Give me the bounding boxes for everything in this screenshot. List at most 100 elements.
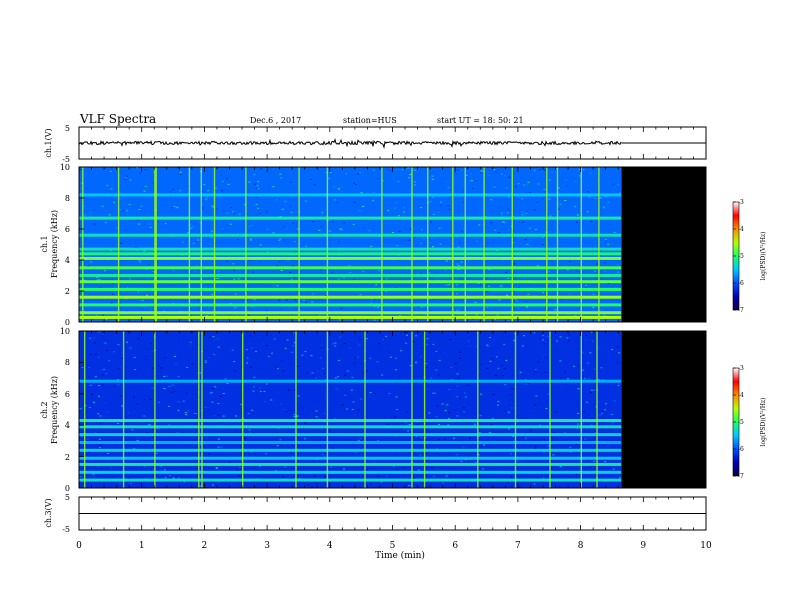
spectrogram-noise [397,181,400,183]
spectrogram-noise [460,341,463,343]
spectrogram-noise [148,424,151,426]
spectrogram-noise [290,452,293,454]
spectrogram-noise [517,241,520,243]
spectrogram-noise [413,181,416,183]
spectrogram-noise [380,443,383,445]
spectrogram-noise [568,334,571,336]
spectrogram-noise [357,440,360,442]
spectrogram-noise [293,342,296,344]
spectrogram-noise [348,265,351,267]
colorbar-ch1: -3 -4 -5 -6 -7 log(PSD)(V²/Hz) [732,199,767,314]
spectrogram-noise [322,367,325,369]
spectrogram-noise [145,475,148,477]
spectrogram-noise [457,246,460,248]
spectrogram-noise [617,362,620,364]
spectrogram-noise [453,335,456,337]
spectrogram-band [79,448,622,452]
spectrogram-noise [405,342,408,344]
spectrogram-noise [232,263,235,265]
spectrogram-noise [542,477,545,479]
spectrogram-noise [226,260,229,262]
spectrogram-noise [463,392,466,394]
start-time-label: start UT = 18: 50: 21 [437,116,524,125]
spectrogram-noise [436,405,439,407]
spectrogram-noise [94,353,97,355]
spectrogram-impulse [84,331,86,488]
panel-ticks [78,126,707,160]
spectrogram-noise [98,279,101,281]
spectrogram-impulse [477,331,479,488]
ytick-label: 0 [65,318,70,327]
spectrogram-noise [488,362,491,364]
ch2-no-data-region [621,331,706,488]
spectrogram-noise [92,222,95,224]
spectrogram-noise [227,183,230,185]
spectrogram-noise [395,357,397,359]
spectrogram-noise [359,363,362,364]
spectrogram-noise [217,403,220,405]
spectrogram-noise [234,293,237,295]
spectrogram-noise [391,223,394,225]
spectrogram-noise [333,279,336,281]
spectrogram-noise [372,169,375,171]
spectrogram-noise [334,269,337,271]
spectrogram-noise [313,184,316,186]
spectrogram-noise [619,477,621,479]
spectrogram-noise [82,283,85,284]
spectrogram-band [79,247,622,251]
spectrogram-noise [107,198,110,200]
spectrogram-noise [145,431,148,433]
spectrogram-noise [593,460,596,462]
spectrogram-noise [152,468,155,470]
spectrogram-noise [226,383,229,384]
spectrogram-impulse [213,167,216,322]
spectrogram-noise [112,476,115,478]
spectrogram-noise [507,229,510,231]
spectrogram-noise [513,339,516,341]
spectrogram-noise [413,184,416,186]
spectrogram-noise [559,203,562,205]
spectrogram-noise [582,261,585,263]
spectrogram-noise [110,302,113,304]
spectrogram-noise [435,416,438,417]
spectrogram-noise [387,351,390,353]
spectrogram-impulse [464,167,466,322]
spectrogram-noise [488,268,491,270]
spectrogram-noise [417,227,420,229]
spectrogram-noise [280,177,283,179]
spectrogram-noise [247,314,250,316]
spectrogram-noise [287,389,290,391]
y-axis-label: ch.1(V) [44,128,53,157]
spectrogram-noise [574,206,577,208]
spectrogram-noise [586,211,589,213]
spectrogram-noise [132,411,135,413]
spectrogram-noise [619,192,621,194]
spectrogram-noise [227,222,230,224]
spectrogram-noise [163,388,166,389]
spectrogram-noise [315,439,318,441]
spectrogram-noise [474,374,477,376]
spectrogram-noise [593,368,596,370]
spectrogram-noise [105,373,108,375]
spectrogram-noise [349,347,351,349]
spectrogram-noise [460,460,463,462]
spectrogram-noise [164,223,167,225]
spectrogram-noise [214,386,217,388]
spectrogram-noise [103,300,106,301]
spectrogram-noise [229,223,232,225]
spectrogram-noise [438,359,441,361]
spectrogram-noise [378,347,381,349]
spectrogram-noise [525,212,528,214]
spectrogram-noise [164,357,167,359]
spectrogram-noise [183,481,186,483]
spectrogram-noise [272,186,275,188]
spectrogram-noise [502,221,505,223]
colorbar-tick-labels: -3 -4 -5 -6 -7 [738,199,744,314]
spectrogram-noise [210,236,213,238]
spectrogram-noise [392,260,395,262]
spectrogram-noise [101,374,104,376]
spectrogram-noise [296,365,299,367]
spectrogram-noise [283,201,286,203]
spectrogram-noise [143,190,146,192]
spectrogram-noise [104,222,107,224]
